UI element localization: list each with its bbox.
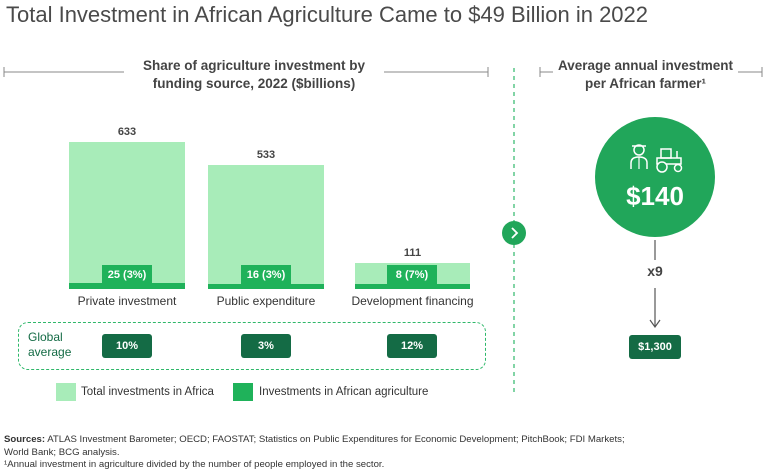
global-average-public: 3%	[241, 334, 291, 358]
legend-label-total: Total investments in Africa	[81, 386, 214, 398]
page-title: Total Investment in African Agriculture …	[6, 2, 649, 27]
category-label-public: Public expenditure	[216, 294, 316, 308]
legend-label-agriculture: Investments in African agriculture	[259, 386, 429, 398]
left-subtitle-line1: Share of agriculture investment by	[142, 58, 366, 73]
right-subtitle-line2: per African farmer¹	[584, 76, 707, 91]
bar-total-private	[69, 142, 185, 289]
legend-swatch-total	[56, 383, 76, 401]
bar-chart: 25 (3%) 633 Private investment 16 (3%) 533 Pu…	[0, 0, 514, 320]
total-value-label-public: 533	[256, 149, 276, 161]
left-subtitle-line2: funding source, 2022 ($billions)	[152, 76, 356, 91]
farmer-tractor-icon	[630, 144, 683, 173]
global-average-label-line2: average	[28, 345, 72, 359]
multiplier-label: x9	[630, 263, 680, 279]
bar-agriculture-private	[69, 283, 185, 289]
agriculture-value-label-private: 25 (3%)	[102, 265, 152, 285]
farmer-investment-circle: $140	[595, 117, 715, 237]
right-subtitle-line1: Average annual investment	[557, 58, 734, 73]
global-farmer-investment-value: $1,300	[629, 335, 681, 359]
global-average-private: 10%	[102, 334, 152, 358]
category-label-private: Private investment	[77, 294, 177, 308]
sources-label: Sources:	[4, 434, 46, 445]
agriculture-value-label-public: 16 (3%)	[241, 265, 291, 285]
left-chart-subtitle: Share of agriculture investment by fundi…	[124, 57, 384, 93]
legend-swatch-agriculture	[233, 383, 253, 401]
total-value-label-private: 633	[117, 126, 137, 138]
footer-sources: Sources: ATLAS Investment Barometer; OEC…	[4, 434, 625, 472]
global-average-label: Global average	[28, 330, 71, 360]
right-panel-subtitle: Average annual investment per African fa…	[553, 57, 738, 93]
sources-text: ATLAS Investment Barometer; OECD; FAOSTA…	[47, 434, 625, 445]
category-label-development: Development financing	[351, 294, 474, 308]
global-average-label-line1: Global	[28, 330, 63, 344]
global-average-development: 12%	[387, 334, 437, 358]
sources-text-continued: World Bank; BCG analysis.	[4, 446, 120, 458]
down-arrow-icon	[649, 240, 661, 329]
bar-agriculture-public	[208, 284, 324, 289]
bar-agriculture-development	[355, 284, 470, 289]
footnote: ¹Annual investment in agriculture divide…	[4, 459, 385, 470]
chevron-right-icon	[502, 221, 526, 245]
farmer-investment-value: $140	[626, 181, 684, 211]
agriculture-value-label-development: 8 (7%)	[387, 265, 437, 285]
total-value-label-development: 111	[403, 247, 422, 259]
global-average-panel	[18, 322, 486, 370]
